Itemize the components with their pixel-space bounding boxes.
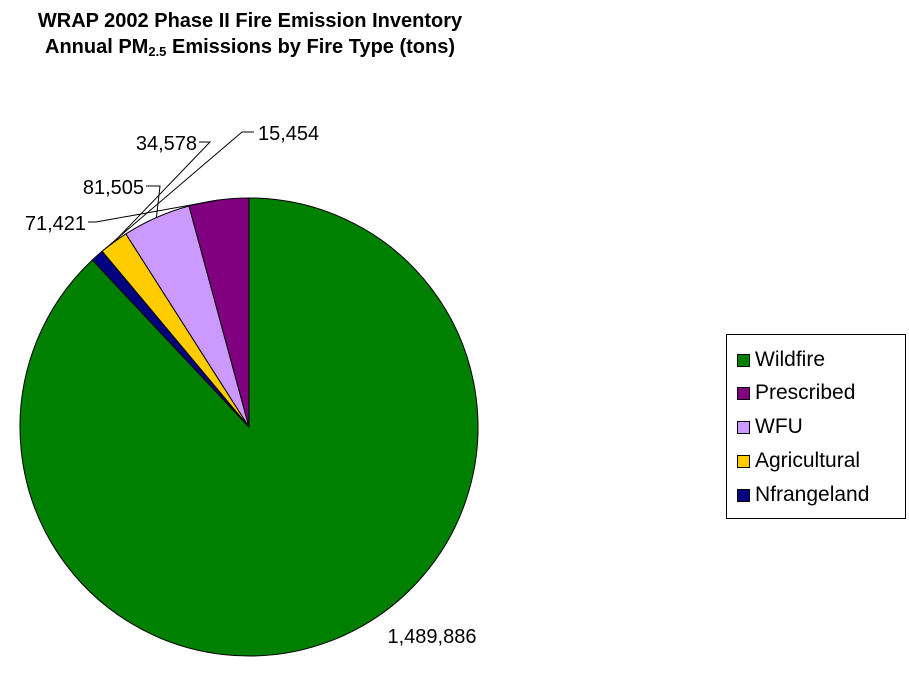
legend-swatch-wfu [737, 420, 750, 434]
leader-line-agricultural [113, 141, 212, 243]
legend-label-prescribed: Prescribed [755, 381, 856, 404]
legend-swatch-wildfire [737, 353, 750, 367]
legend-item-wildfire: Wildfire [737, 345, 825, 375]
legend-swatch-agricultural [737, 454, 750, 468]
chart-title-line-2: Annual PM2.5 Emissions by Fire Type (ton… [0, 34, 500, 60]
legend-swatch-prescribed [737, 386, 750, 400]
legend-label-agricultural: Agricultural [755, 449, 861, 472]
data-label-prescribed: 71,421 [25, 213, 86, 235]
legend-item-wfu: WFU [737, 412, 803, 442]
title-part-2: Emissions by Fire Type (tons) [166, 36, 455, 58]
data-label-agricultural: 34,578 [136, 133, 197, 155]
data-label-wfu: 81,505 [83, 177, 144, 199]
data-label-nfrangeland: 15,454 [258, 123, 319, 145]
title-part-1: Annual PM [45, 36, 149, 58]
data-label-wildfire: 1,489,886 [388, 626, 477, 648]
leader-line-nfrangeland [96, 131, 254, 256]
leader-line-wfu [146, 185, 161, 218]
chart-title-line-1: WRAP 2002 Phase II Fire Emission Invento… [37, 10, 463, 32]
legend-swatch-nfrangeland [737, 488, 750, 502]
legend-item-agricultural: Agricultural [737, 446, 860, 476]
pie-slice-wildfire [19, 197, 479, 657]
title-subscript: 2.5 [148, 44, 167, 59]
chart-legend: Wildfire Prescribed WFU Agricultural Nfr… [726, 334, 906, 519]
legend-item-nfrangeland: Nfrangeland [737, 480, 869, 510]
legend-label-wildfire: Wildfire [755, 348, 826, 371]
legend-item-prescribed: Prescribed [737, 378, 855, 408]
chart-title: WRAP 2002 Phase II Fire Emission Invento… [0, 8, 500, 60]
legend-label-nfrangeland: Nfrangeland [755, 483, 870, 506]
leader-line-prescribed [88, 199, 219, 223]
legend-label-wfu: WFU [755, 415, 803, 438]
